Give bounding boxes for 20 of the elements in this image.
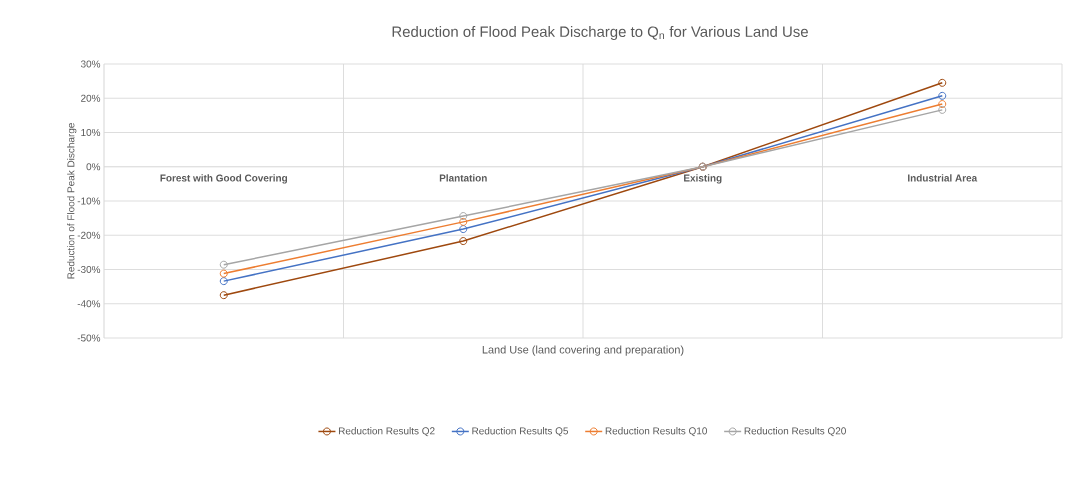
x-axis-title: Land Use (land covering and preparation) <box>482 345 684 356</box>
y-tick-label: -30% <box>77 265 101 274</box>
legend-label: Reduction Results Q5 <box>472 427 569 437</box>
x-tick-label: Plantation <box>439 174 487 182</box>
y-tick-label: 0% <box>86 163 101 171</box>
legend-label: Reduction Results Q10 <box>605 427 707 437</box>
y-tick-label: -10% <box>77 197 101 205</box>
y-tick-label: -40% <box>77 300 101 308</box>
x-tick-label: Industrial Area <box>908 174 978 182</box>
y-tick-label: 30% <box>80 60 101 68</box>
x-tick-label: Forest with Good Covering <box>160 174 288 184</box>
y-tick-label: -20% <box>77 231 101 239</box>
legend-label: Reduction Results Q2 <box>338 427 435 437</box>
y-axis-title: Reduction of Flood Peak Discharge <box>67 123 77 279</box>
y-tick-label: 20% <box>81 94 101 102</box>
legend-label: Reduction Results Q20 <box>744 427 846 437</box>
y-tick-label: 10% <box>81 128 101 137</box>
chart-title: Reduction of Flood Peak Discharge to Q$_{n}$ for Various Land Use <box>392 26 808 40</box>
x-tick-label: Existing <box>684 174 722 184</box>
y-tick-label: -50% <box>77 334 101 342</box>
